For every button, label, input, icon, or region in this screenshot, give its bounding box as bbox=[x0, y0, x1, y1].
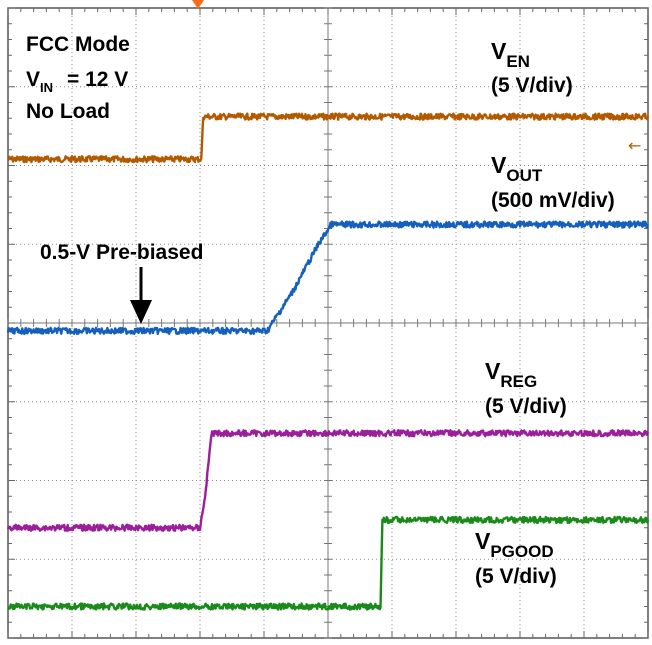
ven-sub: EN bbox=[506, 52, 530, 71]
graticule bbox=[7, 7, 649, 639]
ven-label: VEN bbox=[491, 38, 530, 71]
load-label: No Load bbox=[26, 100, 110, 123]
vpgood-scale: (5 V/div) bbox=[475, 565, 557, 588]
trace-ven bbox=[7, 112, 650, 164]
mode-label: FCC Mode bbox=[26, 33, 130, 56]
down-arrow-icon bbox=[130, 267, 152, 324]
vin-prefix: V bbox=[26, 68, 40, 91]
vout-sub: OUT bbox=[506, 166, 543, 185]
vin-label: VIN = 12 V bbox=[26, 68, 128, 95]
vpgood-label: VPGOOD bbox=[475, 528, 554, 561]
traces bbox=[6, 112, 650, 611]
vout-base: V bbox=[491, 152, 507, 178]
trace-vreg bbox=[6, 429, 650, 532]
trigger-marker-icon bbox=[192, 0, 204, 9]
vreg-sub: REG bbox=[500, 372, 537, 391]
vreg-scale: (5 V/div) bbox=[485, 395, 567, 418]
vin-value: = 12 V bbox=[67, 68, 128, 91]
vout-label: VOUT bbox=[491, 152, 543, 185]
vin-sub: IN bbox=[40, 80, 53, 95]
vpgood-sub: PGOOD bbox=[490, 542, 553, 561]
vpgood-base: V bbox=[475, 528, 491, 554]
vreg-label: VREG bbox=[485, 358, 537, 391]
trace-vpgood bbox=[7, 515, 650, 611]
vout-scale: (500 mV/div) bbox=[491, 189, 615, 212]
right-arrow-icon: ← bbox=[628, 136, 641, 155]
vreg-base: V bbox=[485, 358, 501, 384]
ven-scale: (5 V/div) bbox=[491, 74, 573, 97]
ven-base: V bbox=[491, 38, 507, 64]
prebias-annotation: 0.5-V Pre-biased bbox=[40, 241, 203, 264]
trace-vout bbox=[6, 220, 650, 335]
